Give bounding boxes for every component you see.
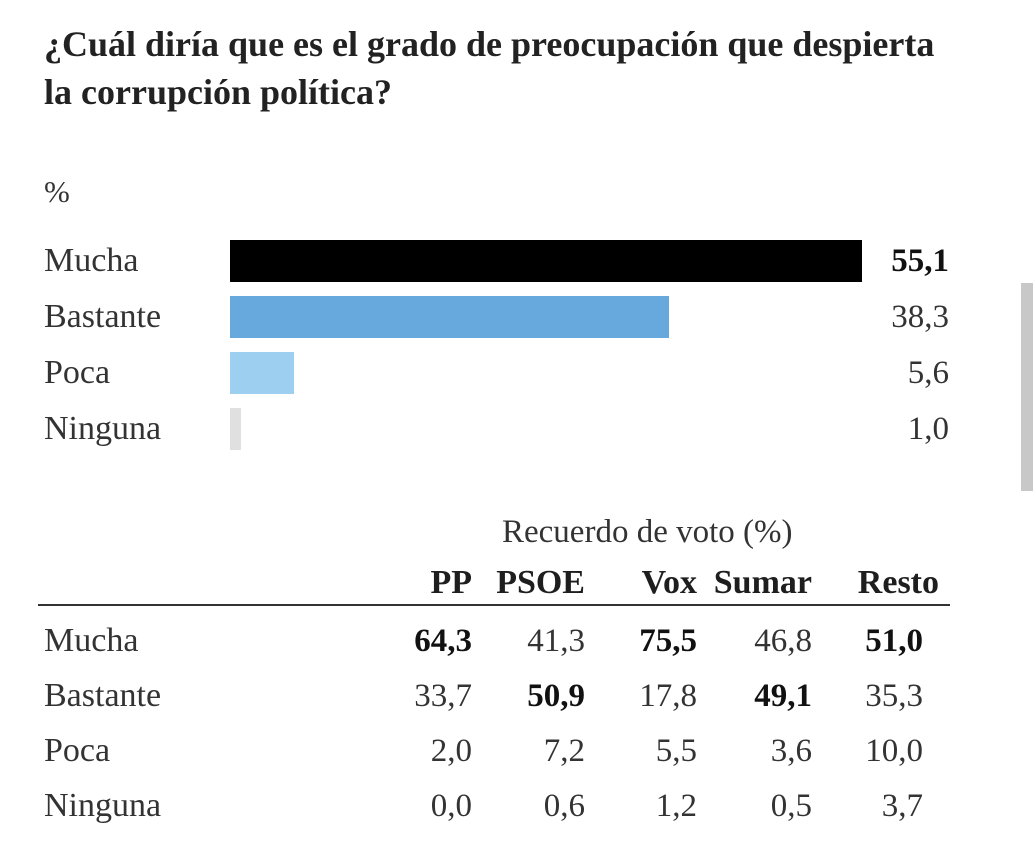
table-cell-ninguna-pp: 0,0: [430, 788, 472, 824]
column-header-psoe: PSOE: [496, 564, 585, 601]
table-cell-poca-vox: 5,5: [655, 733, 697, 769]
table-cell-bastante-psoe: 50,9: [527, 678, 585, 714]
column-header-pp: PP: [430, 564, 472, 601]
table-cell-bastante-sumar: 49,1: [754, 678, 812, 714]
table-cell-mucha-sumar: 46,8: [754, 623, 812, 659]
chart-title: ¿Cuál diría que es el grado de preocupac…: [44, 24, 935, 112]
table-cell-bastante-pp: 33,7: [414, 678, 472, 714]
table-cell-mucha-vox: 75,5: [639, 623, 697, 659]
bar-label-poca: Poca: [44, 354, 111, 391]
table-divider: [38, 604, 950, 606]
bar-label-bastante: Bastante: [44, 298, 162, 335]
table-cell-ninguna-vox: 1,2: [655, 788, 697, 824]
table-cell-poca-sumar: 3,6: [770, 733, 812, 769]
bar-mucha: [230, 240, 862, 282]
table-row-label-ninguna: Ninguna: [44, 787, 162, 824]
table-cell-ninguna-resto: 3,7: [881, 788, 923, 824]
bar-value-ninguna: 1,0: [907, 411, 949, 447]
table-row-label-poca: Poca: [44, 732, 111, 769]
bar-label-mucha: Mucha: [44, 242, 139, 279]
table-cell-mucha-pp: 64,3: [414, 623, 472, 659]
column-header-sumar: Sumar: [713, 564, 812, 601]
table-row-label-bastante: Bastante: [44, 677, 162, 714]
column-header-vox: Vox: [641, 564, 697, 601]
table-cell-bastante-resto: 35,3: [865, 678, 923, 714]
bar-ninguna: [230, 408, 241, 450]
bar-bastante: [230, 296, 669, 338]
table-row-label-mucha: Mucha: [44, 622, 139, 659]
bar-value-poca: 5,6: [907, 355, 949, 391]
table-cell-poca-psoe: 7,2: [543, 733, 585, 769]
table-cell-bastante-vox: 17,8: [639, 678, 697, 714]
table-caption: Recuerdo de voto (%): [502, 514, 793, 550]
bar-poca: [230, 352, 294, 394]
table-cell-mucha-psoe: 41,3: [527, 623, 585, 659]
bar-value-mucha: 55,1: [891, 243, 949, 279]
table-cell-poca-resto: 10,0: [865, 733, 923, 769]
bar-value-bastante: 38,3: [891, 299, 949, 335]
table-cell-ninguna-sumar: 0,5: [770, 788, 812, 824]
column-header-resto: Resto: [857, 564, 939, 601]
scrollbar[interactable]: [1021, 283, 1033, 491]
table-cell-ninguna-psoe: 0,6: [543, 788, 585, 824]
bar-label-ninguna: Ninguna: [44, 410, 162, 447]
unit-label: %: [44, 174, 70, 209]
table-cell-mucha-resto: 51,0: [865, 623, 923, 659]
table-cell-poca-pp: 2,0: [430, 733, 472, 769]
